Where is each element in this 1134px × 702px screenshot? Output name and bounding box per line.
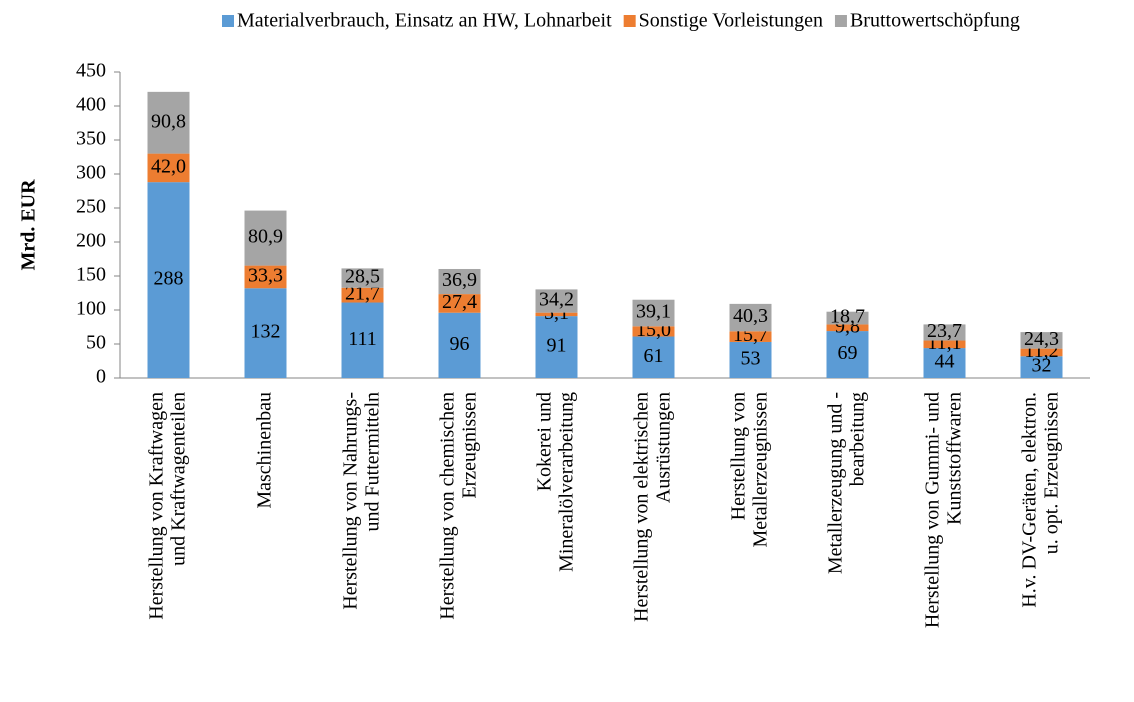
bar-segment bbox=[438, 294, 481, 313]
y-tick-label: 100 bbox=[76, 298, 106, 320]
legend-swatch bbox=[834, 15, 847, 27]
x-tick-label: Herstellung vonMetallerzeugnissen bbox=[727, 392, 771, 548]
bar-segment bbox=[826, 311, 869, 325]
y-tick-label: 150 bbox=[76, 264, 106, 286]
y-tick-label: 300 bbox=[76, 162, 106, 184]
data-label: 90,8 bbox=[151, 110, 186, 132]
x-tick-label: Herstellung von elektrischenAusrüstungen bbox=[630, 392, 674, 622]
x-tick-label: Metallerzeugung und -bearbeitung bbox=[824, 392, 868, 574]
y-tick-label: 350 bbox=[76, 128, 106, 150]
bar-segment bbox=[923, 348, 966, 378]
x-tick-label: H.v. DV-Geräten, elektron.u. opt. Erzeug… bbox=[1018, 392, 1062, 608]
bar-segment bbox=[438, 312, 481, 378]
data-label: 23,7 bbox=[927, 320, 962, 342]
data-label: 33,3 bbox=[248, 265, 283, 287]
data-label: 32 bbox=[1032, 355, 1052, 377]
data-label: 36,9 bbox=[442, 269, 477, 291]
data-label: 27,4 bbox=[442, 291, 477, 313]
data-label: 111 bbox=[348, 328, 377, 350]
data-label: 21,7 bbox=[345, 283, 380, 305]
x-tick-label: Herstellung von chemischenErzeugnissen bbox=[436, 392, 480, 620]
y-tick-label: 50 bbox=[86, 332, 106, 354]
bar-segment bbox=[1020, 332, 1063, 349]
bar-segment bbox=[147, 182, 190, 378]
data-label: 53 bbox=[741, 348, 761, 370]
data-label: 39,1 bbox=[636, 301, 671, 323]
legend-label: Sonstige Vorleistungen bbox=[639, 10, 823, 32]
bar-segment bbox=[632, 326, 675, 337]
bar-segment bbox=[244, 265, 287, 289]
bar-segment bbox=[244, 288, 287, 378]
data-label: 61 bbox=[644, 345, 664, 367]
y-tick-label: 400 bbox=[76, 94, 106, 116]
data-label: 96 bbox=[450, 333, 470, 355]
bar-segment bbox=[535, 289, 578, 313]
bar-segment bbox=[535, 316, 578, 378]
y-tick-label: 0 bbox=[96, 366, 106, 388]
bar-segment bbox=[729, 331, 772, 342]
bar-segment bbox=[147, 153, 190, 183]
legend-swatch bbox=[222, 15, 234, 27]
bar-segment bbox=[1020, 356, 1063, 378]
data-label: 80,9 bbox=[248, 226, 283, 248]
bar-segment bbox=[923, 324, 966, 341]
x-tick-label: Herstellung von Nahrungs-und Futtermitte… bbox=[339, 392, 383, 610]
y-tick-label: 450 bbox=[76, 60, 106, 82]
bar-segment bbox=[341, 302, 384, 378]
legend-label: Bruttowertschöpfung bbox=[850, 10, 1020, 32]
bar-segment bbox=[729, 341, 772, 378]
data-label: 132 bbox=[251, 321, 281, 343]
bar-segment bbox=[729, 303, 772, 332]
data-label: 24,3 bbox=[1024, 328, 1059, 350]
data-label: 91 bbox=[547, 335, 567, 357]
x-tick-label: Herstellung von Gummi- undKunststoffware… bbox=[921, 392, 965, 628]
bar-segment bbox=[535, 312, 578, 317]
data-label: 42,0 bbox=[151, 155, 186, 177]
bar-segment bbox=[826, 331, 869, 378]
x-tick-label: Maschinenbau bbox=[253, 392, 275, 509]
data-label: 69 bbox=[838, 342, 858, 364]
bar-segment bbox=[923, 340, 966, 349]
bar-segment bbox=[632, 336, 675, 378]
bar-segment bbox=[244, 210, 287, 266]
bar-segment bbox=[632, 299, 675, 327]
y-tick-label: 250 bbox=[76, 196, 106, 218]
bar-segment bbox=[147, 91, 190, 154]
bar-segment bbox=[1020, 348, 1063, 357]
y-tick-label: 200 bbox=[76, 230, 106, 252]
bar-segment bbox=[826, 324, 869, 332]
data-label: 34,2 bbox=[539, 289, 574, 311]
x-tick-label: Kokerei undMineralölverarbeitung bbox=[533, 392, 577, 572]
bar-segment bbox=[341, 287, 384, 303]
bar-segment bbox=[438, 268, 481, 295]
y-axis-label: Mrd. EUR bbox=[18, 179, 40, 271]
legend-swatch bbox=[623, 15, 636, 27]
bar-segment bbox=[341, 268, 384, 288]
legend-label: Materialverbrauch, Einsatz an HW, Lohnar… bbox=[237, 10, 612, 32]
data-label: 288 bbox=[154, 268, 184, 290]
data-label: 44 bbox=[935, 351, 955, 373]
x-tick-label: Herstellung von Kraftwagenund Kraftwagen… bbox=[145, 392, 189, 620]
data-label: 18,7 bbox=[830, 306, 865, 328]
data-label: 28,5 bbox=[345, 266, 380, 288]
data-label: 40,3 bbox=[733, 305, 768, 327]
